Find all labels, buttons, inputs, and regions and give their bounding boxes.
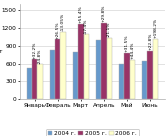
Bar bbox=[55, 39, 60, 99]
Bar bbox=[124, 53, 130, 99]
Bar bbox=[78, 24, 83, 99]
Bar bbox=[130, 60, 135, 99]
Text: +26.5%: +26.5% bbox=[56, 21, 60, 39]
Bar bbox=[60, 32, 66, 99]
Text: -21.1%: -21.1% bbox=[107, 22, 111, 37]
Bar bbox=[107, 38, 112, 99]
Text: +31.5%: +31.5% bbox=[125, 35, 129, 52]
Bar bbox=[37, 64, 43, 99]
Bar bbox=[83, 34, 89, 99]
Legend: 2004 г., 2005 г., 2006 г.: 2004 г., 2005 г., 2006 г. bbox=[46, 129, 139, 136]
Bar bbox=[73, 52, 78, 99]
Text: +44.4%: +44.4% bbox=[130, 42, 134, 59]
Text: +55.4%: +55.4% bbox=[79, 5, 83, 23]
Bar bbox=[32, 59, 37, 99]
Y-axis label: т: т bbox=[0, 49, 2, 54]
Bar bbox=[142, 61, 148, 99]
Bar bbox=[96, 40, 101, 99]
Text: +32.2%: +32.2% bbox=[33, 41, 37, 59]
Bar bbox=[50, 50, 55, 99]
Text: -24.8%: -24.8% bbox=[38, 48, 42, 64]
Text: +22.8%: +22.8% bbox=[148, 33, 152, 50]
Text: -13.05%: -13.05% bbox=[61, 13, 65, 31]
Text: +198.2%: +198.2% bbox=[153, 18, 157, 38]
Bar bbox=[119, 64, 124, 99]
Text: +29.8%: +29.8% bbox=[102, 4, 106, 22]
Bar bbox=[27, 68, 32, 99]
Text: -17.4%: -17.4% bbox=[84, 18, 88, 34]
Bar bbox=[153, 39, 158, 99]
Bar bbox=[148, 51, 153, 99]
Bar bbox=[101, 23, 107, 99]
